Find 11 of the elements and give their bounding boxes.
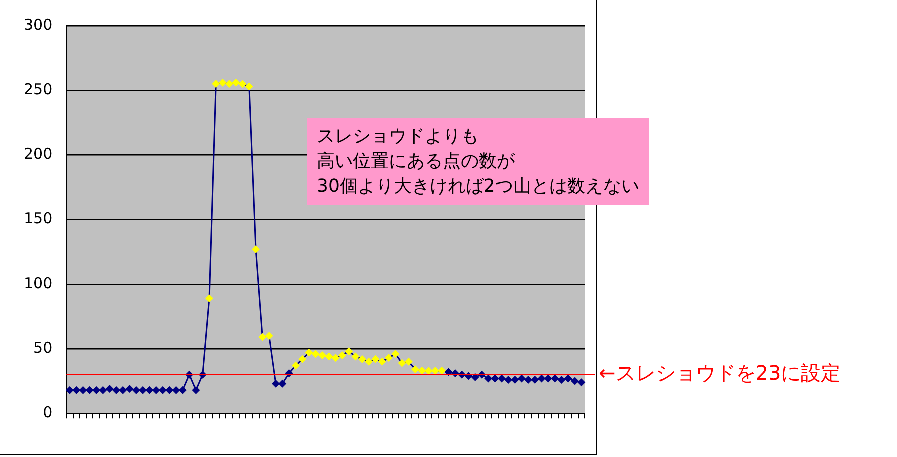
annotation: スレショウドよりも bbox=[317, 125, 480, 149]
y-tick-label: 200 bbox=[24, 145, 53, 164]
y-tick-label: 0 bbox=[43, 403, 53, 422]
y-tick-label: 300 bbox=[24, 16, 53, 34]
annotation: 高い位置にある点の数が bbox=[317, 150, 516, 174]
y-tick-label: 250 bbox=[24, 80, 53, 98]
y-tick-label: 150 bbox=[24, 210, 53, 228]
ref-line-label: ←スレショウドを23に設定 bbox=[599, 361, 842, 386]
y-tick-label: 100 bbox=[24, 274, 53, 292]
y-tick-label: 50 bbox=[34, 338, 53, 357]
annotation: 30個より大きければ2つ山とは数えない bbox=[317, 175, 640, 199]
